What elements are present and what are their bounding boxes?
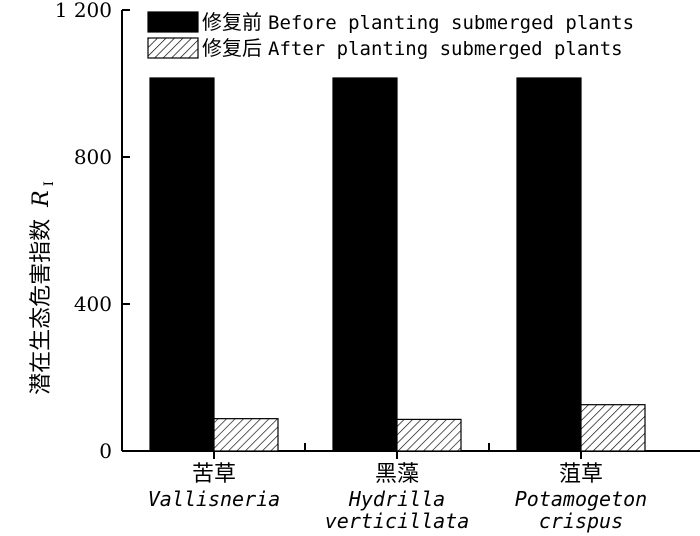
legend-swatch-before: [147, 11, 199, 33]
y-axis-label: 潜在生态危害指数 R I: [29, 181, 57, 395]
x-label-en-1-1: Vallisneria: [148, 487, 280, 511]
legend-label-en: Before planting submerged plants: [268, 12, 634, 34]
bar-after-3: [580, 404, 646, 452]
x-label-en-3-1: Potamogeton: [515, 487, 647, 511]
legend-swatch-after: [147, 37, 199, 59]
x-label-zh-1: 苦草: [192, 462, 236, 487]
legend-label-before: 修复前 Before planting submerged plants: [202, 10, 634, 34]
svg-text:潜在生态危害指数 R I: 潜在生态危害指数 R I: [29, 181, 57, 395]
y-tick-label: 0: [99, 439, 112, 463]
x-label-en-3-2: crispus: [539, 509, 623, 533]
bar-before-1: [149, 77, 215, 452]
x-label-en-2-2: verticillata: [325, 509, 470, 533]
y-tick-label: 400: [74, 292, 112, 316]
y-axis-label-text: 潜在生态危害指数: [29, 219, 54, 395]
y-tick-label: 1 200: [55, 0, 112, 22]
legend-label-zh: 修复后: [202, 36, 262, 60]
bar-after-2: [396, 418, 462, 452]
legend: 修复前 Before planting submerged plants 修复后 Af…: [147, 10, 634, 60]
legend-label-after: 修复后 After planting submerged plants: [202, 36, 623, 60]
bar-after-1: [213, 418, 279, 452]
bar-before-2: [332, 77, 398, 452]
x-label-zh-2: 黑藻: [375, 462, 419, 487]
y-axis-label-symbol: R: [29, 190, 54, 208]
legend-label-zh: 修复前: [202, 10, 262, 34]
legend-label-en: After planting submerged plants: [268, 38, 623, 60]
y-axis-label-subscript: I: [42, 181, 57, 186]
bars: [149, 77, 646, 452]
y-tick-label: 800: [74, 145, 112, 169]
bar-before-3: [516, 77, 582, 452]
x-label-en-2-1: Hydrilla: [348, 487, 445, 511]
x-label-zh-3: 菹草: [559, 462, 603, 487]
